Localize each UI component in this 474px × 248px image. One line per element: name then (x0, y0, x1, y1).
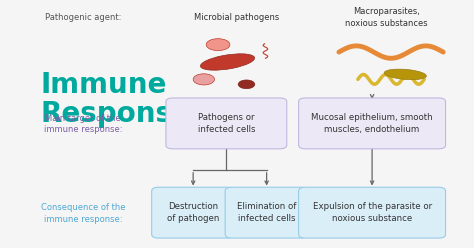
Text: Mucosal epithelium, smooth
muscles, endothelium: Mucosal epithelium, smooth muscles, endo… (311, 113, 433, 134)
Ellipse shape (206, 39, 230, 51)
Text: Consequence of the
immune response:: Consequence of the immune response: (41, 203, 125, 224)
Text: Elimination of
infected cells: Elimination of infected cells (237, 202, 296, 223)
Ellipse shape (384, 69, 426, 80)
Text: Pathogens or
infected cells: Pathogens or infected cells (198, 113, 255, 134)
Text: Destruction
of pathogen: Destruction of pathogen (167, 202, 219, 223)
FancyBboxPatch shape (299, 187, 446, 238)
Text: Immune
Response: Immune Response (40, 71, 191, 128)
Text: Main target of the
immune response:: Main target of the immune response: (44, 114, 122, 134)
Text: Pathogenic agent:: Pathogenic agent: (45, 13, 121, 22)
Text: Microbial pathogens: Microbial pathogens (194, 13, 280, 22)
Ellipse shape (193, 74, 214, 85)
FancyBboxPatch shape (166, 98, 287, 149)
FancyBboxPatch shape (225, 187, 308, 238)
Text: Macroparasites,
noxious substances: Macroparasites, noxious substances (345, 7, 428, 28)
Text: Expulsion of the parasite or
noxious substance: Expulsion of the parasite or noxious sub… (312, 202, 432, 223)
FancyBboxPatch shape (152, 187, 235, 238)
Ellipse shape (238, 80, 255, 89)
Ellipse shape (201, 54, 255, 70)
FancyBboxPatch shape (299, 98, 446, 149)
